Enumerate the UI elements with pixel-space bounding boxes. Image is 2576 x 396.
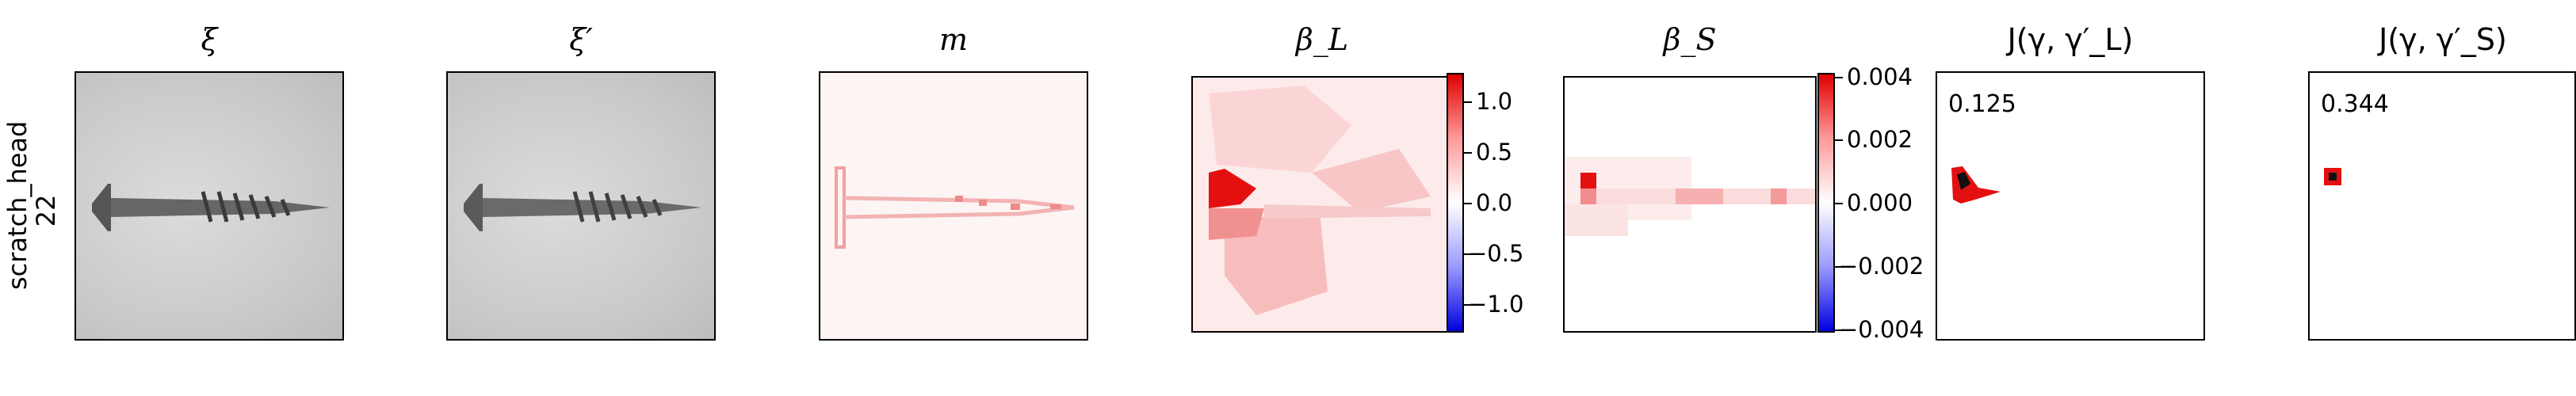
beta-s-colorbar	[1817, 73, 1835, 333]
beta-s-tick-2: 0.002	[1847, 126, 1913, 153]
beta-s-tick-1: 0.004	[1847, 63, 1913, 90]
row-label: scratch_head 22	[2, 120, 61, 290]
beta-l-tick-5: −1.0	[1468, 291, 1524, 318]
j-s-overlay	[2324, 168, 2341, 185]
beta-s-tick-3: 0.000	[1847, 189, 1913, 216]
panel-beta-l-map	[1191, 76, 1453, 333]
beta-l-tick-4: −0.5	[1468, 240, 1524, 267]
panel-xi-image	[75, 71, 344, 341]
panel-title-j-l: J(γ, γ′_L)	[2007, 22, 2134, 57]
row-label-class: scratch_head	[2, 120, 32, 290]
panel-title-xi: ξ	[201, 22, 218, 57]
beta-s-attribution	[1565, 78, 1815, 331]
difference-map	[835, 166, 1075, 249]
panel-m-map	[819, 71, 1088, 341]
beta-l-tick-2: 0.5	[1476, 139, 1513, 166]
panel-title-beta-l: β_L	[1295, 22, 1349, 57]
panel-xi-prime-image	[446, 71, 716, 341]
screw-image	[92, 184, 330, 231]
j-l-overlay	[1951, 166, 2001, 204]
panel-j-s-map: 0.344	[2308, 71, 2576, 341]
panel-j-l-map: 0.125	[1936, 71, 2205, 341]
beta-l-tick-3: 0.0	[1476, 189, 1513, 216]
score-j-l: 0.125	[1948, 90, 2016, 118]
beta-l-colorbar	[1447, 73, 1464, 333]
screw-image-reconstructed	[464, 184, 701, 231]
beta-s-tick-5: −0.004	[1839, 316, 1924, 343]
panel-title-xi-prime: ξ′	[569, 22, 593, 57]
beta-l-attribution	[1193, 78, 1451, 331]
panel-title-m: m	[938, 22, 969, 57]
beta-l-tick-1: 1.0	[1476, 88, 1513, 115]
beta-s-tick-4: −0.002	[1839, 253, 1924, 280]
score-j-s: 0.344	[2321, 90, 2389, 118]
panel-title-j-s: J(γ, γ′_S)	[2379, 22, 2507, 57]
panel-beta-s-map	[1563, 76, 1817, 333]
panel-title-beta-s: β_S	[1663, 22, 1717, 57]
row-label-index: 22	[31, 194, 61, 227]
